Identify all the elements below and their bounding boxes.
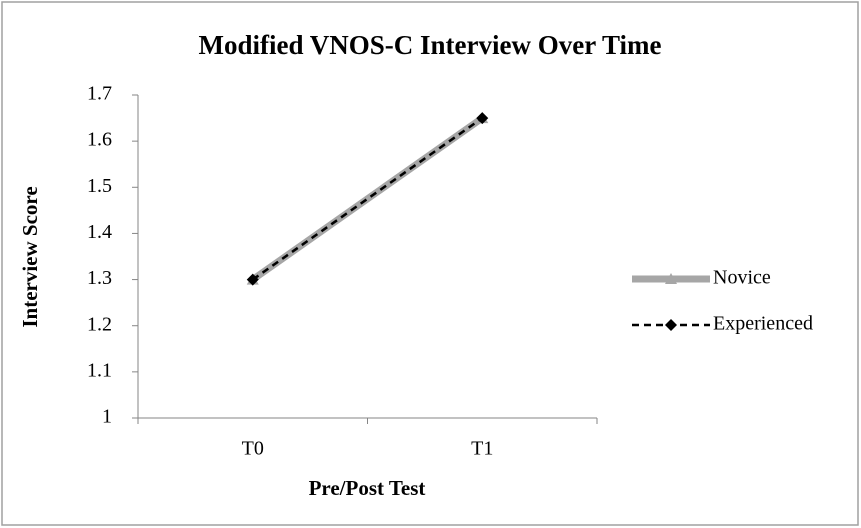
legend-marker <box>665 319 677 331</box>
series-line <box>252 117 483 281</box>
y-tick-label: 1.2 <box>87 313 112 335</box>
legend-label: Novice <box>713 267 771 289</box>
y-tick-label: 1.4 <box>87 221 112 243</box>
y-tick-label: 1.7 <box>87 83 112 105</box>
x-axis-title: Pre/Post Test <box>309 476 426 500</box>
y-tick-label: 1.1 <box>87 359 112 381</box>
legend-marker <box>665 273 677 284</box>
x-tick-label: T0 <box>242 438 264 460</box>
y-tick-label: 1.6 <box>87 129 112 151</box>
x-tick-label: T1 <box>471 438 493 460</box>
chart-title: Modified VNOS-C Interview Over Time <box>199 30 662 60</box>
y-tick-label: 1.3 <box>87 267 112 289</box>
data-point <box>246 273 259 286</box>
data-point <box>476 112 489 125</box>
y-tick-label: 1 <box>102 406 112 428</box>
legend-label: Experienced <box>713 313 813 335</box>
y-tick-label: 1.5 <box>87 175 112 197</box>
y-axis-title: Interview Score <box>18 186 42 327</box>
